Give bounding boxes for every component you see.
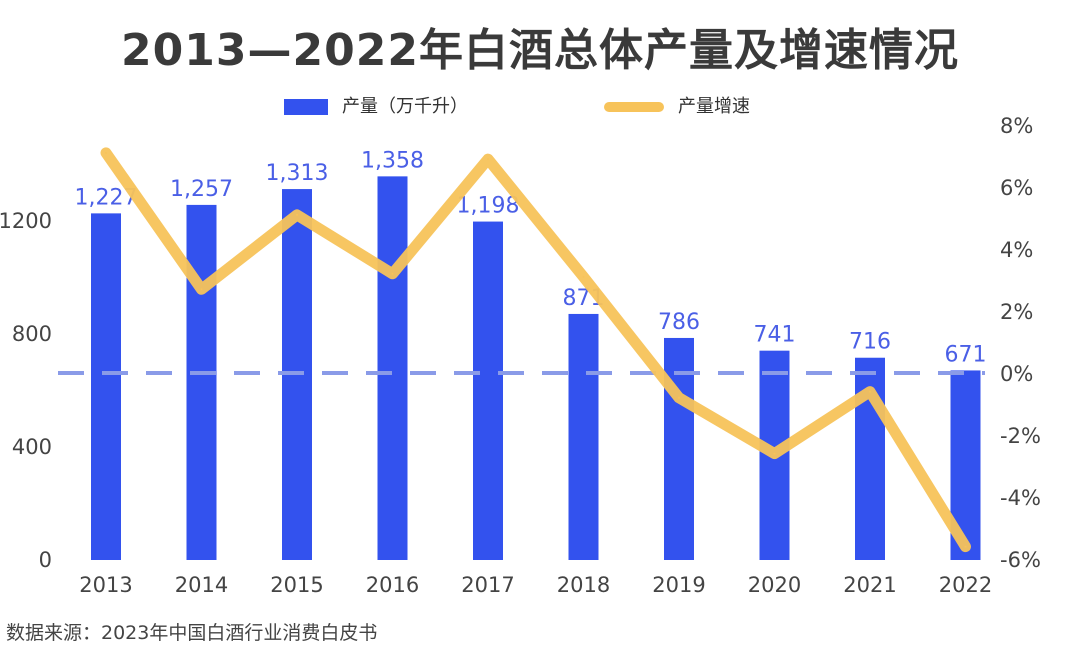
legend-item-production: 产量（万千升） xyxy=(284,92,468,118)
bar-value-label-2017: 1,198 xyxy=(457,194,520,219)
bar-value-label-2021: 716 xyxy=(849,330,891,355)
left-axis-tick-0: 0 xyxy=(39,548,52,572)
right-axis-tick--4: -4% xyxy=(1000,486,1041,510)
legend-label-growth: 产量增速 xyxy=(678,96,750,117)
bar-2013 xyxy=(91,213,121,560)
left-axis-tick-400: 400 xyxy=(12,435,52,459)
x-tick-2017: 2017 xyxy=(461,573,514,597)
right-axis-tick-8: 8% xyxy=(1000,114,1033,138)
growth-point-2020 xyxy=(773,452,776,455)
bar-value-label-2019: 786 xyxy=(658,310,700,335)
right-axis-tick-4: 4% xyxy=(1000,238,1033,262)
source-note: 数据来源：2023年中国白酒行业消费白皮书 xyxy=(6,622,378,644)
growth-point-2014 xyxy=(200,288,203,291)
growth-point-2015 xyxy=(296,213,298,216)
bar-value-label-2022: 671 xyxy=(945,342,987,367)
growth-point-2019 xyxy=(678,396,680,399)
bar-value-label-2020: 741 xyxy=(754,323,796,348)
right-axis-tick--6: -6% xyxy=(1000,548,1041,572)
growth-point-2013 xyxy=(105,151,107,154)
bar-value-label-2016: 1,358 xyxy=(361,148,424,173)
right-axis-tick-0: 0% xyxy=(1000,362,1033,386)
bar-value-label-2015: 1,313 xyxy=(266,161,329,186)
left-axis-tick-1200: 1200 xyxy=(0,209,52,233)
legend-item-growth: 产量增速 xyxy=(604,92,750,118)
growth-rate-line xyxy=(100,147,971,553)
x-tick-2015: 2015 xyxy=(270,573,323,597)
right-axis-tick-6: 6% xyxy=(1000,176,1033,200)
bar-2017 xyxy=(473,221,503,560)
bar-2014 xyxy=(186,204,217,560)
growth-point-2016 xyxy=(391,272,394,275)
x-tick-2019: 2019 xyxy=(652,573,705,597)
x-tick-2021: 2021 xyxy=(843,573,896,597)
x-tick-2013: 2013 xyxy=(79,573,132,597)
x-tick-2020: 2020 xyxy=(748,573,801,597)
growth-point-2022 xyxy=(964,545,967,548)
legend-label-production: 产量（万千升） xyxy=(342,96,468,117)
bar-2018 xyxy=(568,313,599,560)
left-axis-tick-800: 800 xyxy=(12,322,52,346)
bar-value-label-2014: 1,257 xyxy=(170,177,233,202)
bar-2016 xyxy=(377,176,408,561)
right-axis-tick-2: 2% xyxy=(1000,300,1033,324)
growth-point-2018 xyxy=(582,275,585,278)
legend-swatch-bar xyxy=(284,99,328,115)
x-tick-2014: 2014 xyxy=(175,573,228,597)
legend-swatch-line xyxy=(604,102,664,112)
growth-point-2021 xyxy=(869,390,871,393)
x-tick-2018: 2018 xyxy=(557,573,610,597)
right-axis-tick--2: -2% xyxy=(1000,424,1041,448)
x-tick-2022: 2022 xyxy=(939,573,992,597)
chart-title: 2013—2022年白酒总体产量及增速情况 xyxy=(121,25,959,76)
x-tick-2016: 2016 xyxy=(366,573,419,597)
growth-point-2017 xyxy=(487,158,489,161)
